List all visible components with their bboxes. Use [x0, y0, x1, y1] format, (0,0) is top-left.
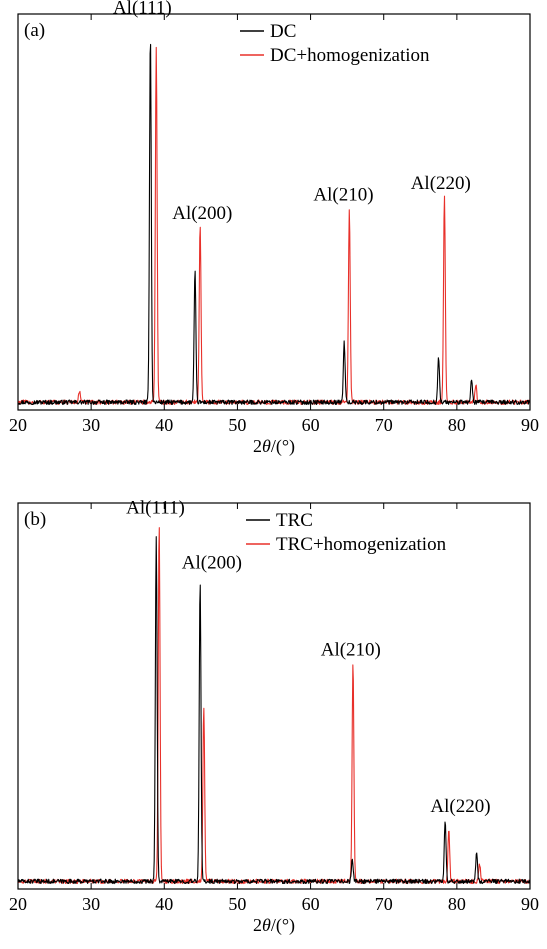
- x-tick-label: 90: [521, 415, 539, 435]
- series-line-trc: [19, 537, 529, 884]
- plot-frame: [18, 503, 530, 889]
- peak-annotation: Al(200): [172, 203, 232, 224]
- legend-label: TRC: [276, 510, 313, 531]
- x-tick-label: 60: [302, 415, 320, 435]
- panel-b: 20 30 40 50 60 70 80 90 2θ/(°) (b) Al(111) Al(200) A…: [9, 498, 539, 936]
- legend-label: DC: [270, 21, 296, 42]
- peak-annotation: Al(220): [430, 796, 490, 817]
- series-line-trc-homogenization: [19, 528, 529, 884]
- series-line-dc: [19, 44, 529, 404]
- peak-annotation: Al(111): [113, 0, 172, 18]
- legend-label: TRC+homogenization: [276, 534, 447, 555]
- plot-frame: [18, 14, 530, 410]
- x-tick-label: 90: [521, 894, 539, 914]
- x-tick-label: 20: [9, 894, 27, 914]
- peak-annotation: Al(200): [182, 552, 242, 573]
- panel-label: (b): [24, 509, 46, 530]
- x-tick-label: 50: [228, 894, 246, 914]
- x-tick-label: 80: [448, 415, 466, 435]
- legend-label: DC+homogenization: [270, 45, 430, 66]
- x-axis-label: 2θ/(°): [253, 915, 295, 936]
- panel-a: 20 30 40 50 60 70 80 90 2θ/(°) (a) Al(111) Al(200) A…: [9, 0, 539, 457]
- x-axis-label: 2θ/(°): [253, 436, 295, 457]
- x-tick-label: 20: [9, 415, 27, 435]
- x-tick-label: 70: [375, 415, 393, 435]
- x-tick-label: 80: [448, 894, 466, 914]
- x-tick-label: 50: [228, 415, 246, 435]
- peak-annotation: Al(111): [126, 498, 185, 519]
- x-tick-label: 60: [302, 894, 320, 914]
- x-tick-label: 30: [82, 415, 100, 435]
- panel-label: (a): [24, 20, 45, 41]
- peak-annotation: Al(220): [411, 173, 471, 194]
- x-tick-label: 70: [375, 894, 393, 914]
- peak-annotation: Al(210): [321, 640, 381, 661]
- x-tick-label: 30: [82, 894, 100, 914]
- x-tick-label: 40: [155, 415, 173, 435]
- x-tick-label: 40: [155, 894, 173, 914]
- peak-annotation: Al(210): [313, 184, 373, 205]
- series-line-dc-homogenization: [19, 47, 529, 404]
